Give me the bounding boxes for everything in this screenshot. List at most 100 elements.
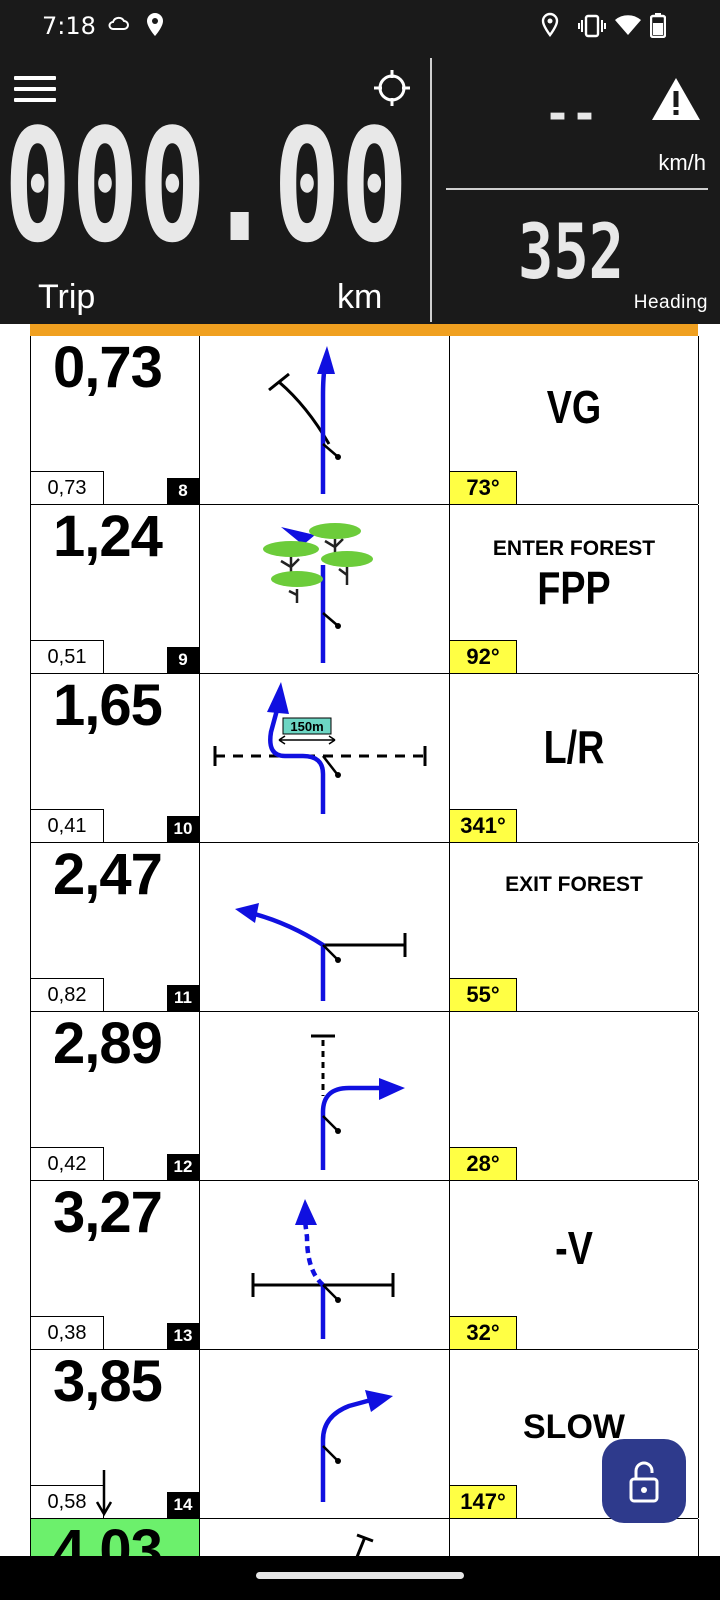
tulip-diagram — [199, 1181, 450, 1349]
lock-icon — [629, 1461, 659, 1503]
partial-distance: 0,41 — [31, 809, 104, 842]
note-cell: L/R 341° — [450, 674, 699, 842]
distance-cell: 1,65 0,41 10 — [30, 673, 200, 842]
waypoint-number: 14 — [167, 1492, 199, 1518]
total-distance: 1,24 — [53, 504, 163, 569]
warning-icon[interactable] — [650, 76, 702, 122]
lock-button[interactable] — [602, 1439, 686, 1523]
note-cell — [450, 1519, 699, 1556]
roadbook-row-14[interactable]: 3,85 0,58 14 SLOW 147° — [30, 1349, 699, 1519]
note-text: VG — [546, 381, 602, 433]
cap-heading: 147° — [450, 1485, 517, 1518]
partial-distance: 0,82 — [31, 978, 104, 1011]
diagram-distance-label: 150m — [290, 719, 323, 734]
heading-value: 352 — [518, 220, 624, 282]
cap-heading: 55° — [450, 978, 517, 1011]
roadbook-row-8[interactable]: 0,73 0,73 8 VG 73° — [30, 335, 699, 505]
crosshair-icon[interactable] — [372, 68, 412, 108]
status-time: 7:18 — [42, 12, 96, 40]
vibrate-icon — [578, 14, 606, 38]
roadbook-row-11[interactable]: 2,47 0,82 11 EXIT FOREST 55° — [30, 842, 699, 1012]
partial-distance: 0,73 — [31, 471, 104, 504]
location-pin-icon — [147, 13, 163, 36]
waypoint-number: 12 — [167, 1154, 199, 1180]
tulip-diagram — [199, 1350, 450, 1518]
tulip-diagram — [199, 505, 450, 673]
distance-cell: 2,89 0,42 12 — [30, 1011, 200, 1180]
speed-value: -- — [544, 96, 598, 136]
odometer-value: 000.00 — [4, 122, 408, 248]
tulip-diagram — [199, 1519, 450, 1556]
roadbook-row-10[interactable]: 1,65 0,41 10 150m L/R 341° — [30, 673, 699, 843]
note-text: EXIT FOREST — [505, 873, 643, 896]
roadbook-row-15[interactable]: 4,03 — [30, 1518, 699, 1556]
roadbook-row-9[interactable]: 1,24 0,51 9 ENT — [30, 504, 699, 674]
route-diagram — [235, 903, 407, 1001]
location-icon — [541, 12, 559, 37]
total-distance: 1,65 — [53, 673, 163, 738]
battery-icon — [650, 13, 666, 38]
note-text: FPP — [537, 562, 611, 614]
route-diagram — [320, 1390, 393, 1502]
cap-heading: 341° — [450, 809, 517, 842]
partial-distance: 0,42 — [31, 1147, 104, 1180]
waypoint-number: 9 — [167, 647, 199, 673]
distance-cell: 3,27 0,38 13 — [30, 1180, 200, 1349]
distance-unit-label: km — [337, 278, 383, 316]
distance-cell: 2,47 0,82 11 — [30, 842, 200, 1011]
status-bar: 7:18 — [0, 0, 720, 56]
wifi-icon — [615, 15, 641, 35]
total-distance: 3,27 — [53, 1180, 163, 1245]
note-cell: EXIT FOREST 55° — [450, 843, 699, 1011]
waypoint-number: 11 — [167, 985, 199, 1011]
cap-heading: 28° — [450, 1147, 517, 1180]
tulip-diagram — [199, 1012, 450, 1180]
menu-icon[interactable] — [14, 76, 56, 106]
home-gesture-handle[interactable] — [256, 1572, 464, 1579]
cap-heading: 92° — [450, 640, 517, 673]
note-caption: ENTER FOREST — [492, 537, 656, 560]
total-distance: 2,89 — [53, 1011, 163, 1076]
tree-icon — [263, 523, 373, 603]
route-diagram — [268, 346, 341, 494]
odometer-display: 000.00 — [4, 122, 408, 248]
roadbook-row-12[interactable]: 2,89 0,42 12 28° — [30, 1011, 699, 1181]
distance-cell: 1,24 0,51 9 — [30, 504, 200, 673]
note-cell: -V 32° — [450, 1181, 699, 1349]
route-diagram — [311, 1034, 405, 1170]
note-text: L/R — [543, 721, 605, 773]
arrow-down-icon — [95, 1470, 113, 1517]
total-distance: 4,03 — [53, 1518, 163, 1556]
tulip-diagram — [199, 336, 450, 504]
navigation-bar — [0, 1556, 720, 1600]
cloud-icon — [108, 16, 129, 30]
cap-heading: 73° — [450, 471, 517, 504]
header-divider — [430, 58, 432, 322]
note-cell: SLOW 147° — [450, 1350, 699, 1518]
speed-heading-divider — [446, 188, 708, 190]
cap-heading: 32° — [450, 1316, 517, 1349]
distance-cell: 0,73 0,73 8 — [30, 335, 200, 504]
distance-cell: 4,03 — [30, 1518, 200, 1556]
partial-distance: 0,58 — [31, 1485, 104, 1518]
tulip-diagram: 150m — [199, 674, 450, 842]
total-distance: 2,47 — [53, 842, 163, 907]
route-diagram: 150m — [213, 682, 427, 814]
note-cell: VG 73° — [450, 336, 699, 504]
note-text: -V — [555, 1222, 593, 1274]
total-distance: 0,73 — [53, 335, 163, 400]
roadbook-list[interactable]: 0,73 0,73 8 VG 73° 1,24 0,51 9 — [0, 324, 720, 1556]
waypoint-number: 10 — [167, 816, 199, 842]
total-distance: 3,85 — [53, 1349, 163, 1414]
waypoint-number: 8 — [167, 478, 199, 504]
distance-cell: 3,85 0,58 14 — [30, 1349, 200, 1518]
roadbook-row-13[interactable]: 3,27 0,38 13 -V 32° — [30, 1180, 699, 1350]
route-diagram — [251, 1199, 395, 1339]
route-diagram — [355, 1533, 374, 1556]
speed-unit-label: km/h — [658, 150, 706, 175]
route-diagram — [263, 523, 373, 663]
note-cell: ENTER FOREST FPP 92° — [450, 505, 699, 673]
partial-distance: 0,51 — [31, 640, 104, 673]
waypoint-number: 13 — [167, 1323, 199, 1349]
dashboard-header: 000.00 Trip km -- km/h 352 Heading — [0, 56, 720, 324]
